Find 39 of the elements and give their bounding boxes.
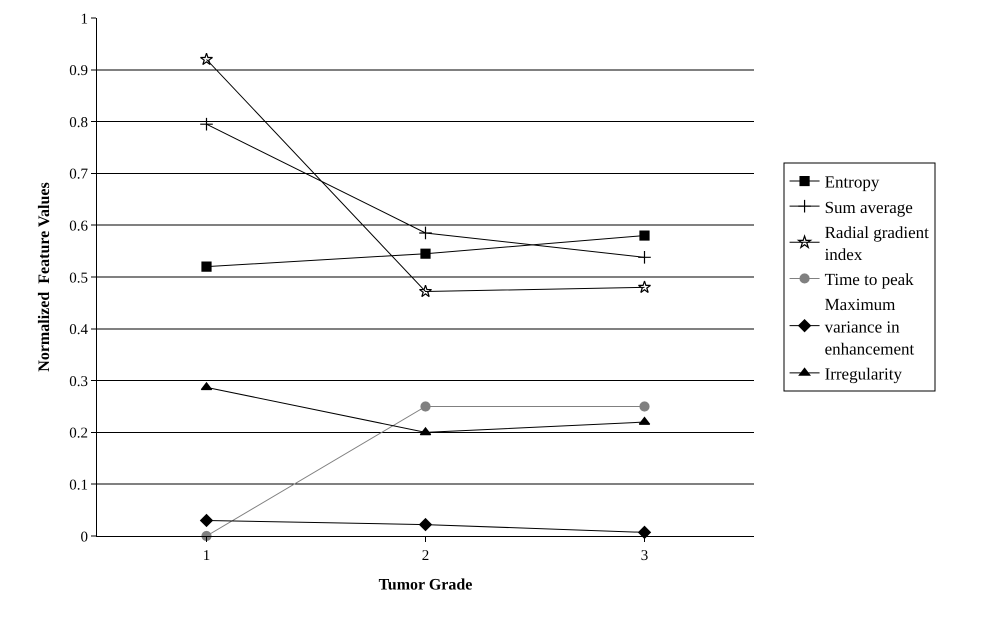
y-tick-label: 0.7: [69, 166, 88, 183]
legend-label: Sum average: [824, 198, 913, 217]
legend-label: Irregularity: [824, 364, 902, 384]
point: [201, 262, 212, 272]
point: [639, 401, 650, 412]
point: [418, 284, 432, 298]
point: [638, 416, 650, 425]
x-tick-label: 3: [640, 548, 648, 564]
point: [638, 250, 652, 264]
y-tick-label: 0.1: [69, 477, 88, 494]
y-tick-label: 0: [80, 529, 88, 546]
y-axis-title: Normalized Feature Values: [36, 182, 54, 372]
legend-label: Entropy: [824, 172, 880, 192]
point: [200, 514, 213, 527]
legend-label: Radial gradient index: [824, 222, 930, 264]
y-tick-label: 0.3: [69, 374, 88, 390]
legend-label: Time to peak: [824, 270, 914, 290]
point: [638, 526, 651, 539]
point: [419, 518, 432, 532]
point: [200, 52, 214, 66]
point: [200, 117, 214, 132]
x-tick-label: 2: [422, 548, 430, 564]
y-tick-label: 0.5: [69, 270, 88, 286]
y-tick-label: 0.2: [69, 426, 88, 442]
y-tick-label: 0.8: [69, 114, 88, 131]
point: [420, 427, 432, 436]
y-tick-label: 1: [80, 11, 88, 28]
point: [420, 248, 431, 259]
point: [420, 401, 431, 412]
legend-label: Maximum variance in enhancement: [824, 295, 915, 358]
y-tick-label: 0.4: [69, 322, 88, 338]
y-tick-label: 0.6: [69, 218, 88, 234]
y-tick-label: 0.9: [69, 63, 88, 80]
x-axis-title: Tumor Grade: [378, 576, 472, 594]
point: [200, 382, 212, 390]
point: [639, 230, 650, 241]
point: [638, 280, 652, 294]
point: [418, 226, 432, 240]
x-tick-label: 1: [202, 548, 210, 564]
